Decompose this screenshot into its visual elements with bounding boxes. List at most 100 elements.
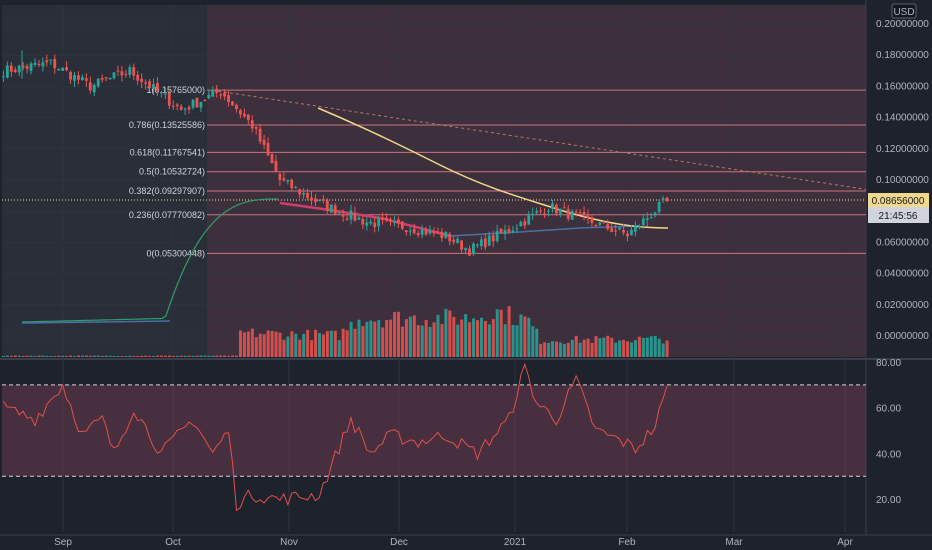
candle	[448, 233, 452, 242]
volume-bar	[88, 355, 92, 357]
candle	[227, 95, 230, 103]
candle	[219, 94, 223, 96]
candle	[594, 225, 598, 227]
candle	[637, 226, 641, 228]
volume-bar	[598, 338, 602, 357]
volume-bar	[626, 341, 630, 357]
volume-bar	[586, 338, 590, 357]
candle	[215, 88, 219, 93]
volume-bars	[2, 306, 669, 357]
candle	[558, 208, 562, 214]
price-tick-label: 0.06000000	[876, 237, 929, 248]
candle	[424, 229, 428, 235]
volume-bar	[199, 355, 203, 357]
candle	[278, 174, 282, 180]
volume-bar	[5, 355, 9, 357]
volume-bar	[547, 342, 551, 357]
volume-bar	[555, 341, 558, 357]
candle	[452, 239, 456, 243]
volume-bar	[17, 355, 21, 357]
candle	[207, 94, 211, 99]
volume-bar	[318, 333, 321, 357]
candle	[357, 217, 361, 220]
sma-line	[21, 198, 278, 323]
volume-bar	[527, 317, 531, 357]
candle	[547, 210, 550, 212]
volume-bar	[487, 324, 491, 357]
volume-bar	[645, 337, 649, 357]
candle	[41, 62, 45, 67]
candle	[436, 231, 440, 233]
candle	[408, 230, 412, 232]
candle	[235, 104, 238, 110]
candle	[555, 204, 558, 214]
volume-bar	[207, 355, 211, 357]
volume-bar	[270, 330, 274, 357]
candle	[116, 70, 120, 72]
candle	[657, 201, 661, 212]
volume-bar	[641, 337, 645, 357]
candle	[377, 218, 381, 227]
candle	[649, 217, 653, 219]
volume-bar	[404, 319, 408, 357]
volume-bar	[13, 355, 17, 357]
volume-bar	[511, 324, 515, 357]
time-tick-label: Nov	[280, 537, 298, 548]
candle	[302, 193, 305, 195]
volume-bar	[140, 355, 144, 357]
candle	[468, 248, 471, 256]
candle	[622, 229, 625, 233]
volume-bar	[2, 355, 5, 357]
volume-bar	[246, 331, 250, 357]
candle	[349, 210, 353, 220]
candle	[393, 220, 396, 223]
candle	[282, 178, 286, 181]
volume-bar	[37, 355, 41, 357]
volume-bar	[385, 320, 389, 357]
volume-bar	[606, 335, 610, 357]
candle	[199, 101, 203, 108]
time-axis[interactable]: Sep Oct Nov Dec 2021 Feb Mar Apr	[54, 537, 853, 548]
volume-bar	[444, 308, 448, 357]
volume-bar	[369, 320, 373, 357]
candle	[519, 222, 523, 227]
volume-bar	[223, 355, 227, 357]
candle	[175, 104, 179, 107]
volume-bar	[266, 330, 270, 357]
volume-bar	[163, 355, 167, 357]
candle	[495, 230, 499, 242]
fibonacci-retracement[interactable]: 1(0.15765000) 0.786(0.13525586) 0.618(0.11…	[129, 85, 867, 258]
candle	[365, 222, 369, 226]
candle	[551, 203, 554, 209]
fib-level-label: 0.618(0.11767541)	[130, 147, 205, 157]
candle	[306, 193, 309, 199]
candle	[81, 77, 84, 81]
candle	[626, 233, 629, 237]
price-tick-label: 0.12000000	[876, 144, 929, 155]
volume-bar	[566, 342, 570, 357]
candle	[163, 93, 167, 95]
volume-bar	[231, 355, 235, 357]
volume-bar	[41, 355, 45, 357]
volume-bar	[499, 309, 503, 357]
volume-bar	[116, 356, 120, 357]
volume-bar	[306, 329, 310, 357]
volume-bar	[420, 325, 424, 357]
candle	[353, 212, 357, 221]
volume-bar	[53, 356, 57, 357]
volume-bar	[120, 356, 124, 357]
volume-bar	[235, 355, 239, 357]
candle	[602, 221, 606, 223]
volume-bar	[92, 355, 96, 357]
volume-bar	[69, 355, 73, 357]
candle	[104, 77, 108, 79]
volume-bar	[124, 356, 128, 357]
currency-badge[interactable]	[891, 3, 917, 19]
volume-bar	[416, 325, 420, 357]
volume-bar	[578, 342, 582, 357]
candle	[400, 221, 404, 229]
candle	[566, 208, 570, 219]
candle	[195, 97, 199, 108]
candle	[523, 221, 527, 226]
